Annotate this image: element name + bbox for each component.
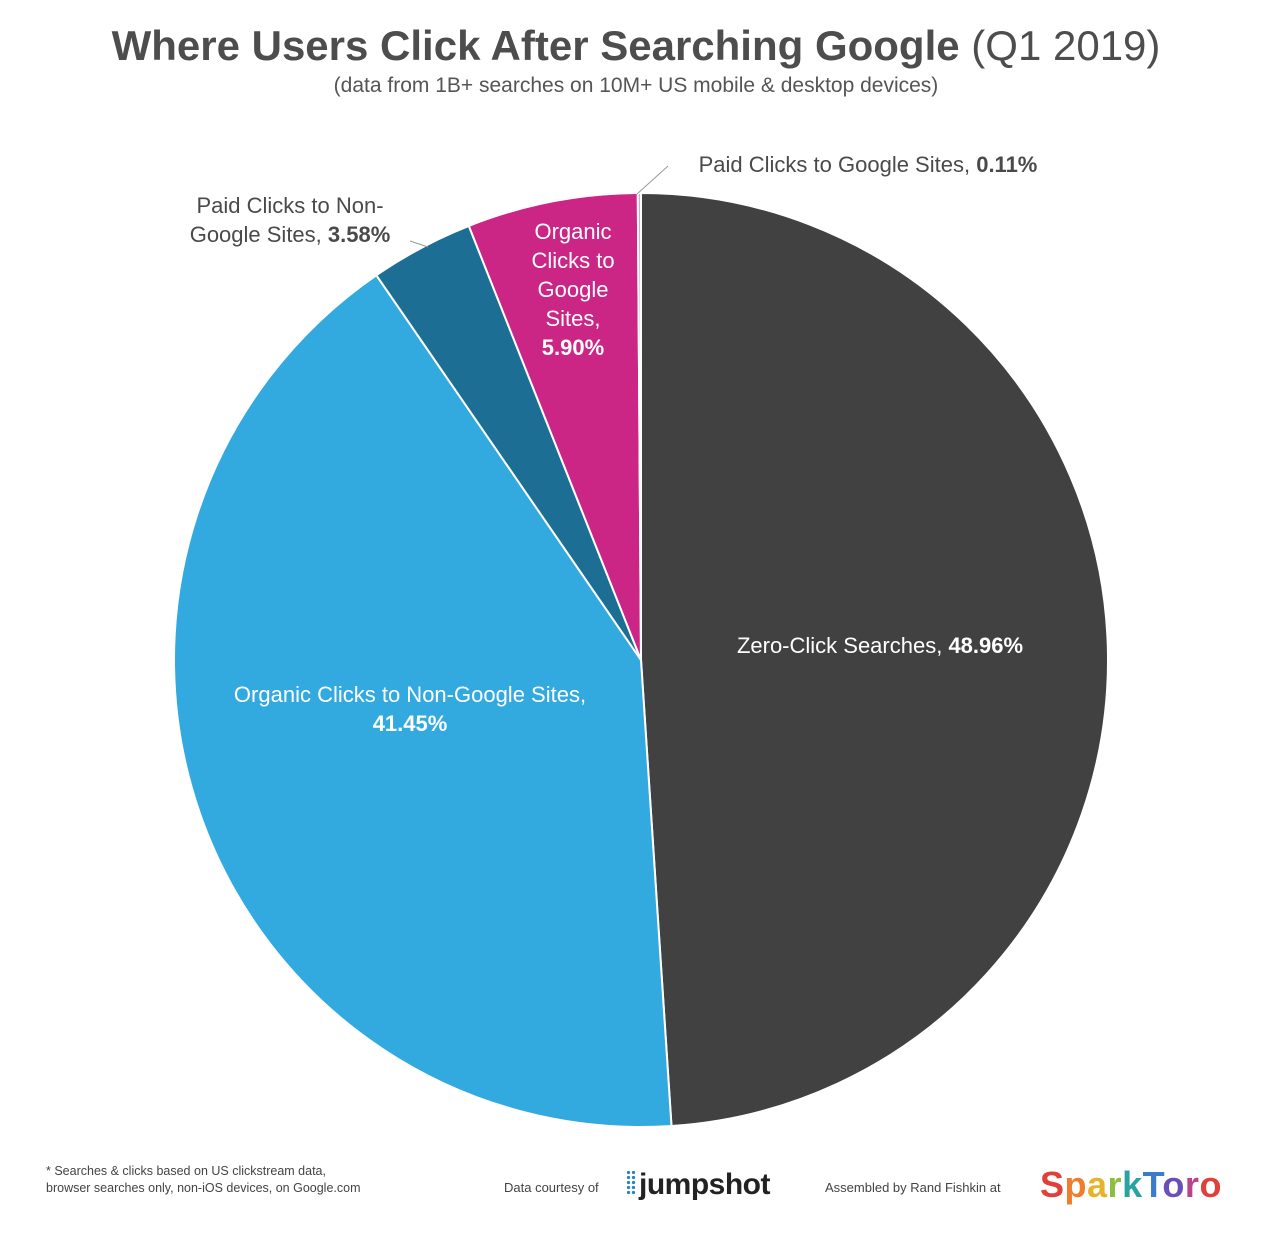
label-organic-google-line: Clicks to xyxy=(531,248,614,273)
label-organic-non-google-value: 41.45% xyxy=(373,711,448,736)
jumpshot-logo: jumpshot xyxy=(626,1168,771,1202)
pie-slice-organic-clicks-to-google-sites xyxy=(467,192,642,661)
label-paid-non-google-value: 3.58% xyxy=(322,222,391,247)
chart-title: Where Users Click After Searching Google… xyxy=(0,22,1272,70)
label-organic-non-google: Organic Clicks to Non-Google Sites, 41.45… xyxy=(234,682,586,736)
data-courtesy-text: Data courtesy of xyxy=(504,1180,599,1195)
label-paid-non-google: Paid Clicks to Non- Google Sites, 3.58% xyxy=(190,193,391,247)
sparktoro-letter-8: o xyxy=(1199,1164,1222,1205)
sparktoro-letter-1: p xyxy=(1064,1164,1088,1205)
label-organic-google-line: Google xyxy=(538,277,609,302)
jumpshot-dots-icon xyxy=(626,1170,636,1196)
sparktoro-letter-6: o xyxy=(1162,1164,1185,1205)
sparktoro-letter-3: r xyxy=(1107,1164,1123,1205)
jumpshot-logo-text: jumpshot xyxy=(639,1168,771,1201)
leader-line-paid-non-google xyxy=(409,240,429,248)
sparktoro-letter-0: S xyxy=(1040,1164,1065,1205)
footnote-line-1: * Searches & clicks based on US clickstr… xyxy=(46,1164,326,1178)
label-paid-google-line: Paid Clicks to Google Sites, xyxy=(699,152,970,177)
label-zero-click-line: Zero-Click Searches, xyxy=(737,633,942,658)
label-paid-non-google-line: Paid Clicks to Non- xyxy=(196,193,383,218)
label-organic-google-line: Organic xyxy=(534,219,611,244)
label-paid-google-value: 0.11% xyxy=(970,152,1037,177)
chart-subtitle: (data from 1B+ searches on 10M+ US mobil… xyxy=(333,74,939,97)
leader-line-paid-google xyxy=(636,165,669,195)
sparktoro-letter-7: r xyxy=(1184,1164,1200,1205)
chart-title-period: (Q1 2019) xyxy=(971,22,1161,69)
label-zero-click: Zero-Click Searches, 48.96% xyxy=(737,633,1023,658)
sparktoro-letter-5: T xyxy=(1142,1164,1163,1205)
sparktoro-logo: SparkToro xyxy=(1040,1164,1222,1206)
chart-title-main: Where Users Click After Searching Google xyxy=(111,22,960,69)
label-organic-non-google-line: Organic Clicks to Non-Google Sites, xyxy=(234,682,586,707)
pie-slice-organic-clicks-to-non-google-sites xyxy=(173,273,673,1128)
label-organic-google: Organic Clicks to Google Sites, 5.90% xyxy=(531,219,614,360)
pie-slice-zero-click-searches xyxy=(640,191,1109,1128)
label-organic-google-line: Sites, xyxy=(545,306,600,331)
sparktoro-letter-4: k xyxy=(1122,1164,1143,1205)
label-zero-click-value: 48.96% xyxy=(942,633,1023,658)
label-paid-google: Paid Clicks to Google Sites, 0.11% xyxy=(699,152,1038,177)
label-organic-google-value: 5.90% xyxy=(542,335,604,360)
sparktoro-letter-2: a xyxy=(1087,1164,1108,1205)
footnote-line-2: browser searches only, non-iOS devices, … xyxy=(46,1181,361,1195)
footnote: * Searches & clicks based on US clickstr… xyxy=(46,1163,466,1197)
label-paid-non-google-line: Google Sites, xyxy=(190,222,322,247)
assembled-by-text: Assembled by Rand Fishkin at xyxy=(825,1180,1001,1195)
